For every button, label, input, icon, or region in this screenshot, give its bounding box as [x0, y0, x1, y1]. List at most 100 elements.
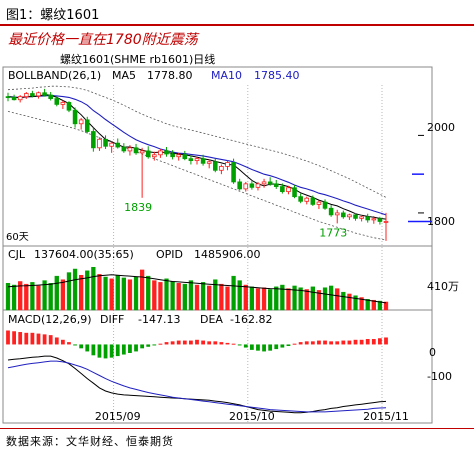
volume-bar — [79, 275, 84, 311]
macd-bar — [304, 341, 309, 345]
figure-caption: 最近价格一直在1780附近震荡 — [8, 32, 198, 48]
ma5-label: MA5 — [112, 69, 136, 82]
macd-bar — [213, 341, 218, 345]
macd-bar — [158, 343, 163, 345]
open-interest-polyline — [7, 274, 387, 304]
candle-body — [273, 183, 279, 187]
candle-body — [91, 131, 96, 149]
macd-bar — [67, 342, 71, 345]
candle-body — [304, 197, 310, 202]
figure-header: 图1：螺纹1601 — [0, 0, 474, 26]
macd-bar — [6, 330, 10, 345]
candle-body — [115, 142, 121, 148]
candle-body — [249, 183, 255, 188]
candle-body — [127, 147, 133, 152]
macd-bar — [262, 344, 266, 352]
macd-bar — [97, 344, 102, 358]
candle-body — [42, 92, 47, 96]
candle-body — [365, 216, 370, 221]
boll-lower-line — [7, 111, 387, 241]
volume-bars — [5, 266, 389, 311]
volume-bar — [255, 288, 261, 311]
candle-body — [60, 102, 66, 105]
candle-body — [200, 158, 206, 164]
price-candles — [5, 88, 389, 241]
volume-bar — [341, 291, 346, 311]
opid-value: 1485906.00 — [194, 248, 260, 261]
figure-label: 图1：螺纹1601 — [6, 8, 100, 23]
candle-body — [267, 181, 273, 185]
candle-body — [145, 150, 151, 158]
candle-body — [66, 102, 72, 111]
macd-bar — [353, 339, 358, 345]
candle-body — [255, 183, 261, 188]
candle-body — [109, 142, 114, 147]
candle-body — [97, 138, 102, 149]
candle-body — [316, 201, 322, 205]
candle-body — [371, 218, 377, 221]
title-rule — [0, 24, 474, 26]
volume-bar — [170, 281, 175, 311]
volume-bar — [347, 293, 352, 311]
volume-bar — [383, 301, 389, 311]
candle-body — [103, 138, 108, 147]
contract-title: 螺纹1601(SHME rb1601)日线 — [60, 52, 215, 66]
macd-bar — [274, 344, 279, 350]
macd-bar — [79, 344, 84, 349]
volume-bar — [243, 284, 248, 311]
volume-tick: 410万 — [427, 280, 459, 293]
ma5-value: 1778.80 — [147, 69, 193, 82]
macd-bar — [18, 332, 23, 345]
cjl-label: CJL — [8, 248, 26, 261]
macd-bar — [170, 341, 175, 345]
volume-bar — [11, 284, 17, 311]
volume-bar — [188, 280, 194, 311]
macd-bar — [256, 344, 260, 351]
macd-bar — [310, 341, 315, 345]
data-source: 数据来源：文华财经、恒泰期货 — [6, 435, 174, 448]
candle-body — [78, 119, 84, 125]
volume-bar — [249, 286, 255, 311]
volume-bar — [298, 287, 303, 311]
dea-line — [7, 360, 387, 413]
macd-bar — [249, 344, 254, 350]
x-label-2015-11: 2015/11 — [363, 410, 409, 423]
volume-bar — [164, 278, 169, 311]
x-axis: 2015/09 2015/10 2015/11 — [95, 410, 409, 423]
macd-bar — [237, 344, 242, 346]
macd-bar — [164, 342, 169, 345]
macd-bar — [176, 340, 181, 345]
macd-bar — [152, 344, 157, 346]
candle-body — [359, 216, 364, 219]
macd-bar — [323, 340, 327, 345]
price-tick-1800: 1800 — [427, 215, 455, 228]
macd-bar — [286, 344, 291, 346]
ma10-value: 1785.40 — [254, 69, 300, 82]
macd-bar — [103, 344, 108, 359]
volume-bar — [304, 289, 309, 311]
candle-body — [219, 166, 224, 171]
macd-bar — [280, 344, 285, 348]
macd-bar — [121, 344, 126, 355]
source-rule — [0, 428, 474, 429]
volume-bar — [54, 275, 59, 311]
macd-bar — [189, 340, 193, 345]
candle-body — [72, 109, 78, 125]
volume-bar — [139, 269, 145, 311]
candle-body — [237, 181, 242, 190]
volume-bar — [207, 285, 212, 311]
volume-bar — [109, 278, 114, 311]
volume-bar — [146, 275, 151, 311]
volume-bar — [353, 295, 358, 311]
volume-bar — [36, 285, 41, 311]
volume-bar — [24, 283, 29, 311]
candle-body — [334, 212, 340, 216]
macd-lines — [7, 355, 387, 414]
volume-bar — [365, 299, 370, 311]
candle-body — [286, 187, 291, 193]
ma10-label: MA10 — [211, 69, 242, 82]
candle-body — [152, 154, 157, 158]
volume-bar — [5, 283, 11, 311]
volume-bar — [377, 300, 383, 311]
cjl-value: 137604.00(35:65) — [34, 248, 134, 261]
